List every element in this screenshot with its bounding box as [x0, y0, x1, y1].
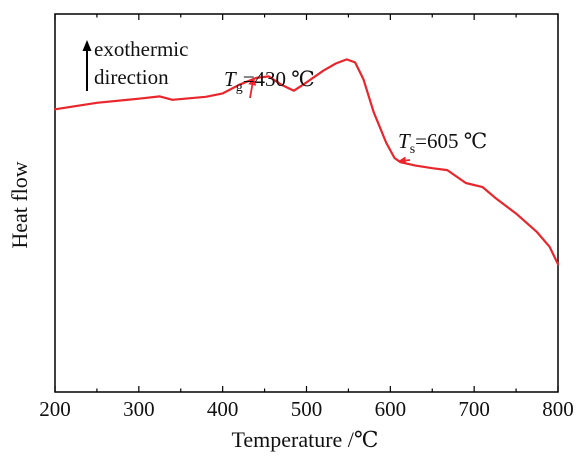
annotation-label: Ts=605 ℃ — [398, 129, 487, 157]
up-arrow-head — [82, 40, 92, 51]
heat-flow-curve — [53, 58, 560, 266]
note-line2: direction — [94, 65, 169, 89]
x-tick-label: 300 — [123, 397, 155, 421]
annotations: Tg=430 ℃Ts=605 ℃ — [224, 67, 487, 165]
axis-ticks — [54, 14, 559, 392]
x-tick-label: 600 — [375, 397, 407, 421]
annotation-arrow — [249, 84, 254, 99]
annotation-value: =605 ℃ — [415, 129, 487, 153]
x-axis-title: Temperature /℃ — [231, 427, 378, 452]
x-tick-label: 400 — [207, 397, 239, 421]
x-tick-label: 200 — [39, 397, 71, 421]
annotation-arrowhead — [397, 156, 407, 165]
y-axis-title: Heat flow — [7, 161, 32, 248]
x-tick-label: 800 — [542, 397, 574, 421]
annotation-label: Tg=430 ℃ — [224, 67, 315, 95]
note-line1: exothermic — [94, 37, 188, 61]
x-tick-label: 500 — [291, 397, 323, 421]
annotation-value: =430 ℃ — [243, 67, 315, 91]
plot-area: 200 300 400 500 600 700 800 Tg=430 ℃Ts=605 ℃ — [39, 13, 574, 421]
annotation-subscript: s — [410, 142, 415, 157]
exothermic-note: exothermic direction — [82, 37, 188, 91]
annotation-subscript: g — [236, 80, 243, 95]
annotation-arrowhead — [248, 77, 257, 86]
x-tick-label: 700 — [458, 397, 490, 421]
x-tick-labels: 200 300 400 500 600 700 800 — [39, 397, 574, 421]
annotation-symbol: T — [398, 129, 411, 153]
annotation-symbol: T — [224, 67, 237, 91]
